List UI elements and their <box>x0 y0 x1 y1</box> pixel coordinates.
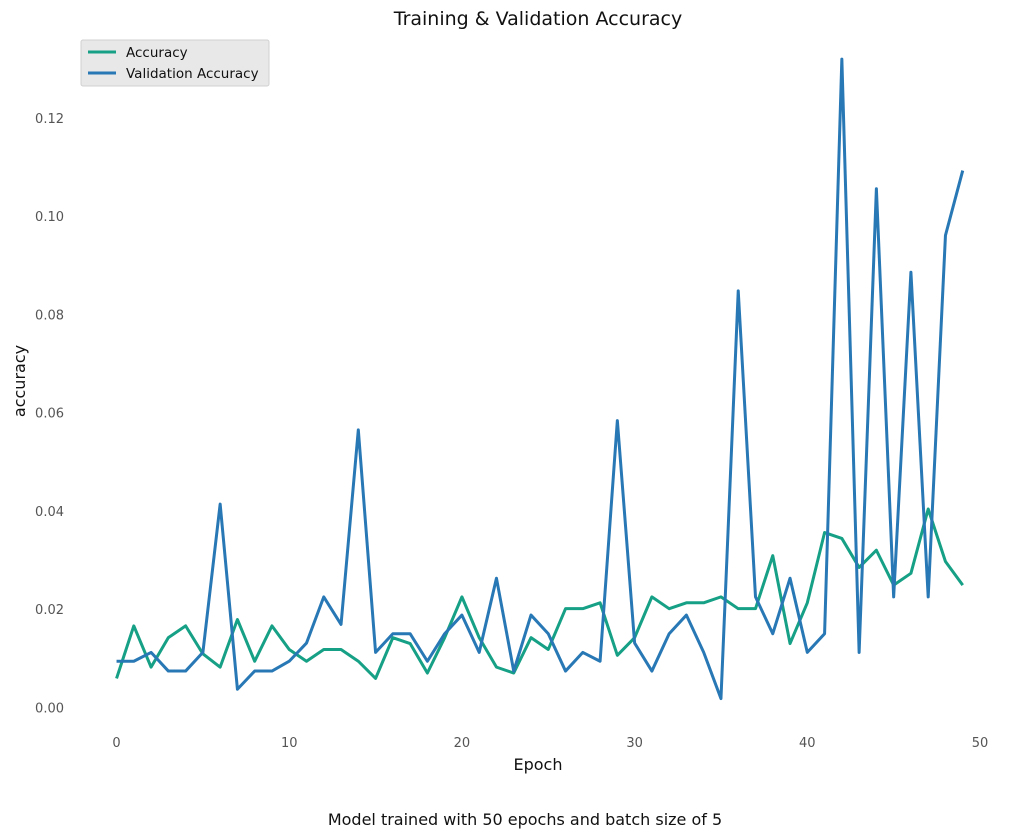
y-tick-label: 0.10 <box>35 210 64 225</box>
x-tick-label: 20 <box>454 736 471 751</box>
legend-label-validation-accuracy: Validation Accuracy <box>126 66 259 82</box>
chart-title: Training & Validation Accuracy <box>393 8 682 30</box>
y-tick-label: 0.00 <box>35 701 64 716</box>
x-tick-label: 10 <box>281 736 298 751</box>
y-tick-label: 0.12 <box>35 112 64 127</box>
y-axis-ticks: 0.00 0.02 0.04 0.06 0.08 0.10 0.12 <box>35 112 64 716</box>
legend: Accuracy Validation Accuracy <box>80 39 270 87</box>
legend-box <box>80 39 270 87</box>
series-line-accuracy <box>115 507 964 680</box>
series-line-validation-accuracy <box>116 57 965 701</box>
legend-label-accuracy: Accuracy <box>126 45 188 61</box>
y-tick-label: 0.02 <box>35 603 64 618</box>
x-tick-label: 30 <box>626 736 643 751</box>
y-tick-label: 0.04 <box>35 505 64 520</box>
x-tick-label: 50 <box>972 736 989 751</box>
x-tick-label: 0 <box>112 736 120 751</box>
chart-caption: Model trained with 50 epochs and batch s… <box>328 810 722 829</box>
series-lines <box>115 57 965 701</box>
x-axis-label: Epoch <box>514 755 563 774</box>
y-tick-label: 0.06 <box>35 407 64 422</box>
plot-area: 0.00 0.02 0.04 0.06 0.08 0.10 0.12 0 10 20 30 40 50 <box>35 57 988 751</box>
x-axis-ticks: 0 10 20 30 40 50 <box>112 736 988 751</box>
y-tick-label: 0.08 <box>35 308 64 323</box>
y-axis-label: accuracy <box>10 345 29 417</box>
x-tick-label: 40 <box>799 736 816 751</box>
